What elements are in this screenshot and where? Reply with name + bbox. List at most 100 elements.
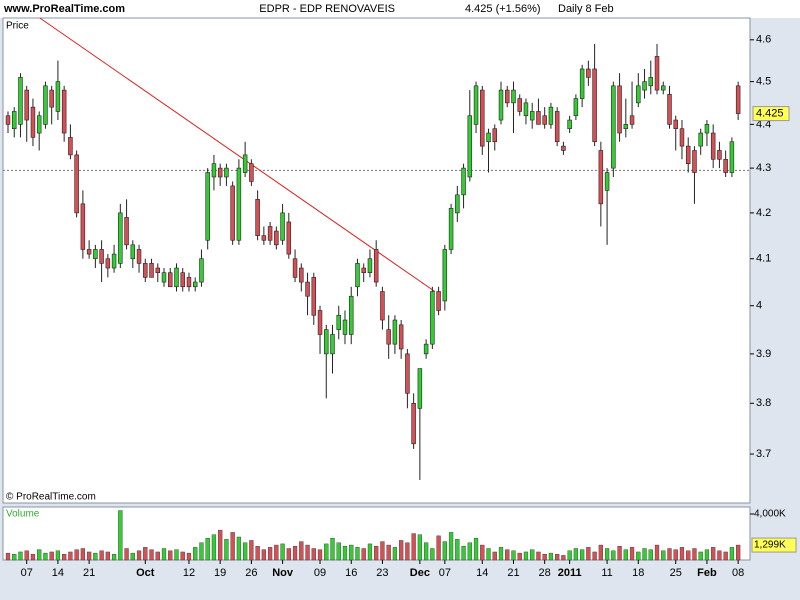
volume-bar [205, 537, 210, 561]
candle-body [99, 249, 104, 264]
x-tick-label: 07 [21, 567, 33, 579]
x-tick-label: 14 [52, 567, 64, 579]
chart-title: EDPR - EDP RENOVAVEIS [259, 3, 395, 15]
candle-body [423, 343, 429, 355]
volume-bar [573, 548, 579, 561]
volume-bar [567, 550, 572, 561]
x-tick-label: 07 [439, 567, 451, 579]
volume-bar [111, 554, 117, 561]
volume-bar [648, 549, 653, 561]
volume-bar [586, 547, 591, 561]
candle-body [274, 230, 279, 246]
candle-body [299, 267, 304, 283]
volume-bar [286, 548, 291, 561]
volume-bar [523, 551, 529, 561]
volume-bar [218, 529, 223, 561]
volume-bar [243, 542, 248, 561]
volume-bar [629, 547, 635, 561]
candle-body [80, 203, 86, 250]
candle-body [542, 115, 547, 125]
candle-body [679, 128, 685, 147]
volume-bar [105, 551, 110, 561]
volume-bar [80, 548, 86, 561]
candle-body [111, 253, 117, 269]
candle-body [729, 141, 735, 173]
x-tick-label: 18 [632, 567, 644, 579]
volume-bar [405, 542, 410, 561]
volume-bar [386, 544, 391, 561]
candle-body [554, 111, 560, 143]
candle-body [636, 85, 641, 104]
candle-body [355, 263, 360, 288]
candle-body [523, 102, 529, 117]
candle-body [698, 132, 703, 147]
candle-body [617, 85, 622, 134]
x-tick-label: 08 [732, 567, 744, 579]
x-tick-label: 12 [183, 567, 195, 579]
volume-bar [505, 549, 510, 561]
volume-bar [661, 550, 666, 561]
candle-body [43, 85, 48, 125]
volume-bar [249, 540, 254, 561]
candle-body [211, 163, 217, 178]
volume-bar [392, 547, 398, 561]
candle-body [529, 111, 535, 121]
last-value-box [751, 537, 797, 553]
candle-body [573, 98, 579, 117]
candle-body [305, 281, 310, 297]
volume-bar [30, 554, 36, 561]
candle-body [648, 77, 654, 87]
candle-body [324, 329, 329, 355]
candle-body [155, 267, 161, 274]
volume-bar [442, 541, 447, 561]
candle-body [68, 137, 73, 156]
volume-bar [174, 549, 179, 561]
candle-body [611, 85, 616, 169]
candle-body [667, 94, 672, 125]
site-name[interactable]: www.ProRealTime.com [3, 3, 125, 15]
quote: 4.425 (+1.56%) [465, 3, 541, 15]
candle-body [735, 85, 741, 114]
candle-body [205, 172, 210, 241]
volume-bar [579, 549, 585, 561]
candle-body [480, 89, 485, 147]
candle-body [723, 158, 728, 173]
volume-bar [417, 534, 423, 561]
x-tick-label: 23 [376, 567, 388, 579]
volume-bar [93, 552, 98, 561]
candle-body [598, 150, 604, 205]
volume-bar [149, 549, 154, 561]
candle-body [373, 249, 379, 283]
candle-body [567, 119, 572, 129]
candle-body [30, 106, 36, 138]
candle-body [685, 145, 691, 164]
volume-bar [642, 548, 647, 561]
period: Daily 8 Feb [558, 3, 614, 15]
candle-body [642, 81, 647, 91]
volume-bar [211, 534, 217, 561]
volume-bar [37, 549, 42, 561]
volume-bar [68, 551, 73, 561]
volume-bar [667, 548, 672, 561]
x-tick-label: 14 [476, 567, 488, 579]
volume-bar [423, 542, 429, 561]
volume-bar [399, 540, 404, 561]
volume-bar [498, 547, 504, 561]
candle-body [461, 167, 466, 196]
volume-bar [168, 550, 173, 561]
candle-body [224, 167, 229, 178]
x-tick-label: 21 [507, 567, 519, 579]
volume-bar [698, 551, 703, 561]
candle-body [486, 132, 491, 143]
candle-body [249, 163, 254, 182]
candle-body [604, 172, 610, 191]
volume-bar [274, 544, 279, 561]
volume-bar [24, 550, 29, 561]
volume-bar [261, 549, 266, 561]
x-tick-label: 19 [214, 567, 226, 579]
volume-bar [654, 544, 660, 561]
volume-bar [330, 537, 335, 561]
x-tick-label: 25 [670, 567, 682, 579]
